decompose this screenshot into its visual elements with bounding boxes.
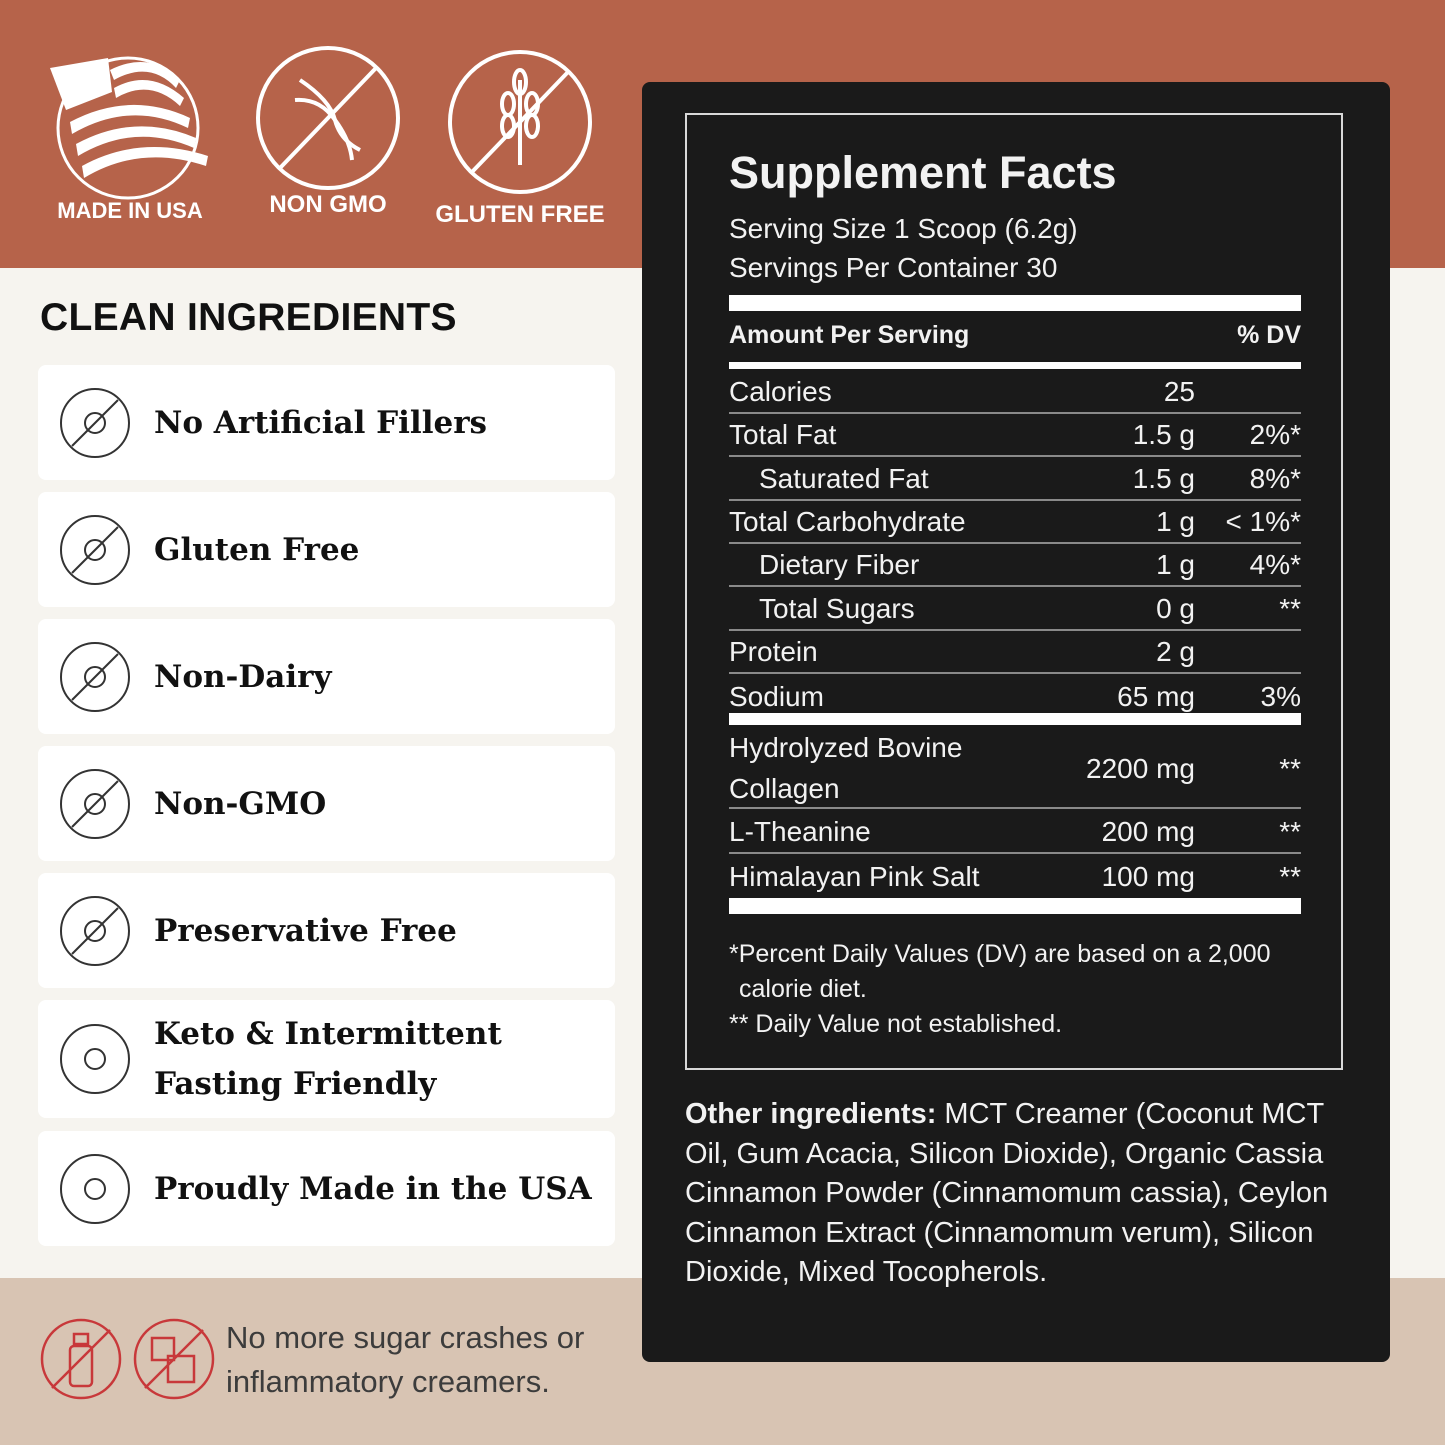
ingredient-name: L-Theanine xyxy=(729,816,871,847)
nutrient-amount: 1.5 g xyxy=(1132,419,1195,451)
other-ingredients-label: Other ingredients: xyxy=(685,1098,937,1130)
ingredient-card: Preservative Free xyxy=(38,873,615,988)
badge-label: GLUTEN FREE xyxy=(435,201,604,228)
dv-label: % DV xyxy=(1237,321,1301,349)
dna-crossed-icon xyxy=(60,768,130,839)
facts-title: Supplement Facts xyxy=(729,147,1117,198)
ingredient-card: Proudly Made in the USA xyxy=(38,1131,615,1246)
badge-label: MADE IN USA xyxy=(57,198,203,223)
nutrient-name: Protein xyxy=(729,635,818,667)
milk-crossed-icon xyxy=(60,641,130,712)
nutrient-dv: < 1%* xyxy=(1225,505,1302,537)
ingredient-name: Himalayan Pink Salt xyxy=(729,861,980,892)
ingredient-label: Proudly Made in the USA xyxy=(154,1170,592,1207)
divider xyxy=(729,295,1301,311)
us-flag-icon xyxy=(60,1153,130,1224)
bottom-line-1: No more sugar crashes or xyxy=(226,1320,585,1355)
gluten-free-badge: GLUTEN FREE xyxy=(435,50,605,228)
nutrient-name: Total Sugars xyxy=(759,592,915,624)
ingredient-row: Himalayan Pink Salt 100 mg ** xyxy=(729,854,1301,897)
ingredient-row: Hydrolyzed Bovine Collagen 2200 mg ** xyxy=(729,727,1301,809)
ingredient-amount: 2200 mg xyxy=(1086,753,1195,784)
nutrient-row: Calories 25 xyxy=(729,371,1301,414)
amount-header: Amount Per Serving % DV xyxy=(729,321,1301,350)
nutrient-row: Dietary Fiber 1 g 4%* xyxy=(729,544,1301,588)
nutrient-name: Dietary Fiber xyxy=(759,549,920,581)
wheat-crossed-icon xyxy=(60,514,130,585)
ingredient-card: Non-Dairy xyxy=(38,619,615,734)
ingredient-name: Hydrolyzed Bovine Collagen xyxy=(729,732,963,804)
footnote-not-established: ** Daily Value not established. xyxy=(729,1010,1063,1038)
bottom-message: No more sugar crashes or inflammatory cre… xyxy=(226,1316,584,1404)
ingredient-card: Non-GMO xyxy=(38,746,615,861)
divider xyxy=(729,898,1301,914)
ingredient-amount: 100 mg xyxy=(1101,861,1195,892)
divider xyxy=(729,713,1301,725)
sugar-cubes-crossed-icon xyxy=(133,1318,215,1400)
ingredient-dv: ** xyxy=(1279,816,1301,847)
nutrient-row: Saturated Fat 1.5 g 8%* xyxy=(729,458,1301,501)
ingredient-row: L-Theanine 200 mg ** xyxy=(729,811,1301,854)
nutrient-row: Total Carbohydrate 1 g < 1%* xyxy=(729,501,1301,544)
badge-label: NON GMO xyxy=(269,191,386,218)
nutrient-dv: 8%* xyxy=(1249,462,1301,494)
us-flag-icon xyxy=(50,58,208,178)
nutrient-row: Total Fat 1.5 g 2%* xyxy=(729,414,1301,458)
ingredient-amount: 200 mg xyxy=(1101,816,1195,847)
nutrient-amount: 1 g xyxy=(1156,505,1195,537)
milk-bottle-crossed-icon xyxy=(40,1318,122,1400)
nutrient-row: Protein 2 g xyxy=(729,631,1301,674)
dropper-crossed-icon xyxy=(60,387,130,458)
test-tube-crossed-icon xyxy=(60,895,130,966)
divider xyxy=(729,362,1301,369)
ingredient-card: Gluten Free xyxy=(38,492,615,607)
ingredient-label: Non-Dairy xyxy=(154,658,332,695)
ingredient-dv: ** xyxy=(1279,861,1301,892)
nutrient-amount: 25 xyxy=(1163,376,1195,407)
nutrient-name: Calories xyxy=(729,376,832,407)
ingredient-dv: ** xyxy=(1279,753,1301,784)
nutrient-dv: 3% xyxy=(1260,681,1301,713)
nutrient-name: Total Carbohydrate xyxy=(729,505,966,537)
nutrient-dv: ** xyxy=(1279,592,1301,624)
nutrient-row: Total Sugars 0 g ** xyxy=(729,588,1301,631)
ingredient-card: Keto & Intermittent Fasting Friendly xyxy=(38,1000,615,1118)
nutrient-name: Total Fat xyxy=(729,419,837,451)
ingredient-label: Keto & Intermittent Fasting Friendly xyxy=(154,1016,502,1102)
footnotes: *Percent Daily Values (DV) are based on … xyxy=(729,937,1301,1042)
nutrient-name: Sodium xyxy=(729,681,824,713)
nutrient-amount: 1 g xyxy=(1156,549,1195,581)
amount-per-serving-label: Amount Per Serving xyxy=(729,321,970,349)
supplement-facts: Supplement Facts Serving Size 1 Scoop (6… xyxy=(685,113,1343,1070)
other-ingredients-text: MCT Creamer (Coconut MCT Oil, Gum Acacia… xyxy=(685,1098,1329,1288)
ingredient-label: Non-GMO xyxy=(154,785,327,822)
footnote-dv: *Percent Daily Values (DV) are based on … xyxy=(729,940,1271,968)
ingredient-card: No Artificial Fillers xyxy=(38,365,615,480)
footnote-dv-cont: calorie diet. xyxy=(739,975,867,1003)
nutrient-amount: 2 g xyxy=(1156,635,1195,667)
servings-per-container: Servings Per Container 30 xyxy=(729,252,1058,283)
ingredient-label: Preservative Free xyxy=(154,912,457,949)
nutrient-amount: 0 g xyxy=(1156,592,1195,624)
other-ingredients: Other ingredients: MCT Creamer (Coconut … xyxy=(685,1095,1355,1293)
ingredient-label: No Artificial Fillers xyxy=(154,404,487,441)
nutrient-dv: 2%* xyxy=(1249,419,1301,451)
dna-icon xyxy=(294,78,361,161)
nutrient-amount: 1.5 g xyxy=(1132,462,1195,494)
nutrient-name: Saturated Fat xyxy=(759,462,929,494)
made-in-usa-badge: MADE IN USA xyxy=(50,56,208,223)
nutrient-dv: 4%* xyxy=(1249,549,1301,581)
ingredient-label: Gluten Free xyxy=(154,531,360,568)
clean-ingredients-heading: CLEAN INGREDIENTS xyxy=(40,296,457,339)
stomach-icon xyxy=(60,1024,130,1094)
serving-size: Serving Size 1 Scoop (6.2g) xyxy=(729,213,1078,244)
non-gmo-badge: NON GMO xyxy=(256,46,400,218)
nutrient-row: Sodium 65 mg 3% xyxy=(729,674,1301,717)
bottom-icons xyxy=(40,1318,215,1400)
bottom-line-2: inflammatory creamers. xyxy=(226,1364,550,1399)
nutrient-amount: 65 mg xyxy=(1117,681,1195,713)
wheat-icon xyxy=(500,68,540,165)
